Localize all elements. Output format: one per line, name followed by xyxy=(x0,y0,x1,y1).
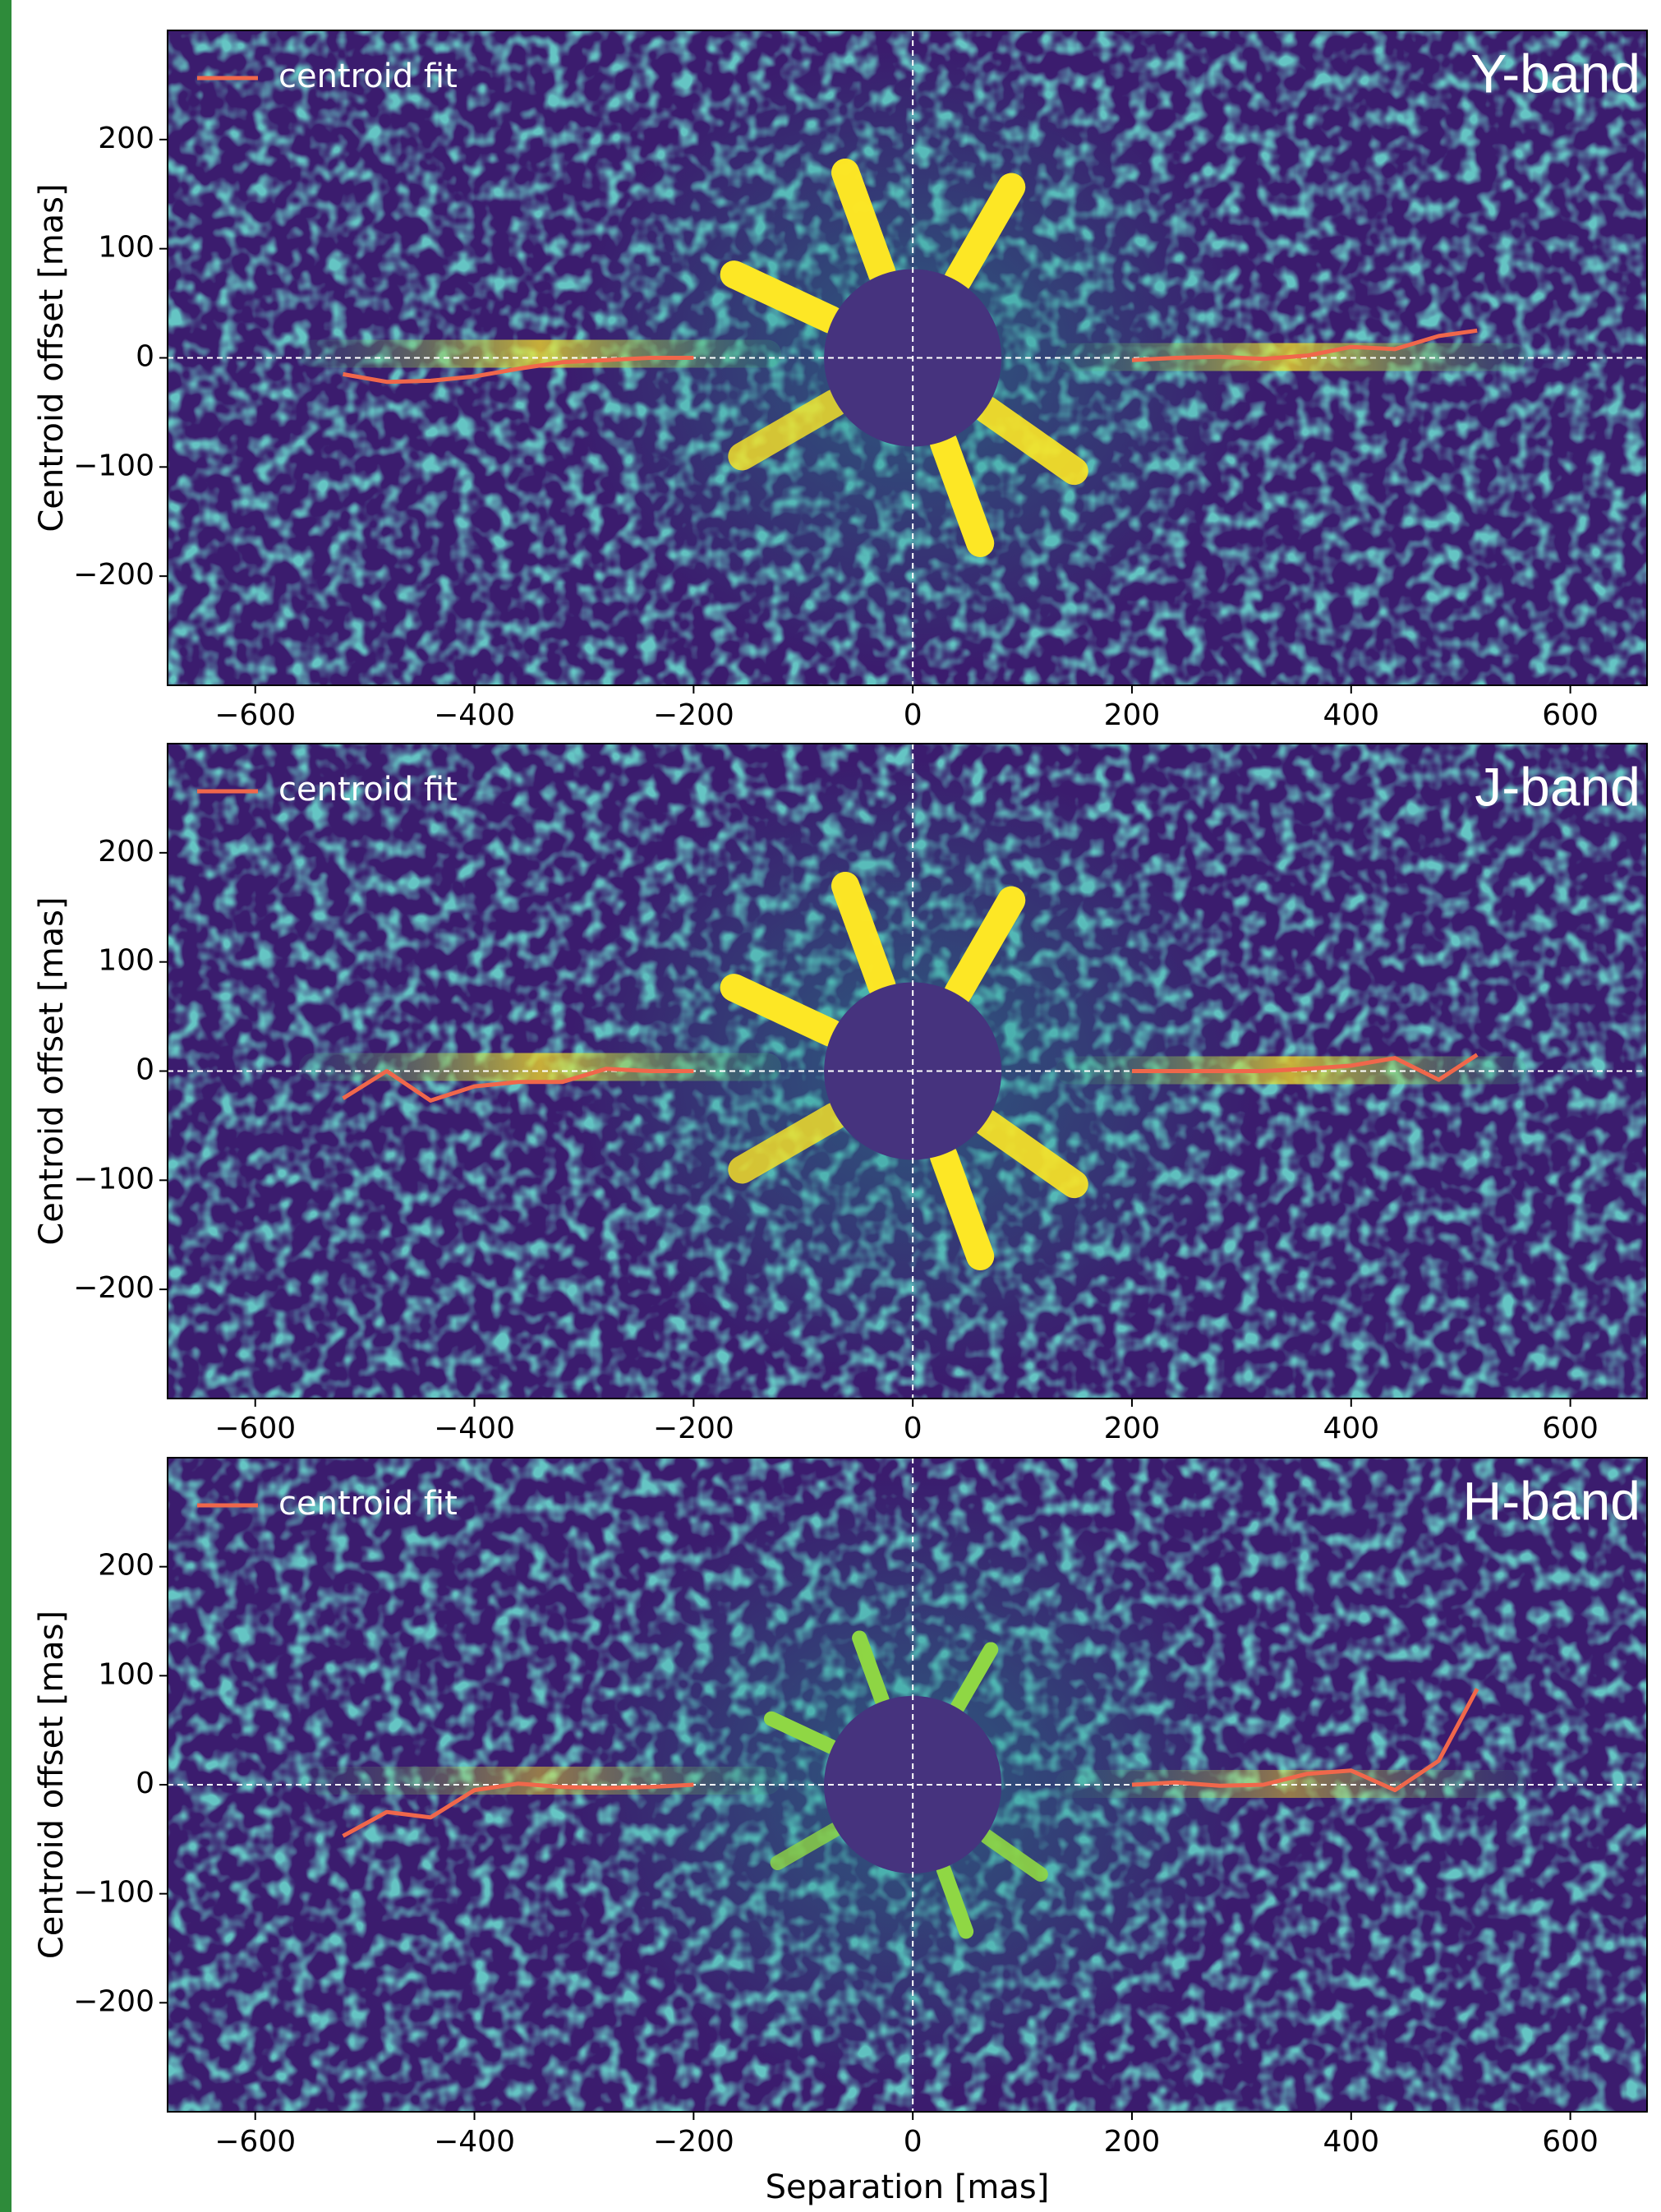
y-tick-label: −100 xyxy=(73,1876,154,1910)
y-tick-label: −100 xyxy=(73,1162,154,1196)
x-tick-label: 400 xyxy=(1323,1412,1379,1445)
y-tick-label: 200 xyxy=(98,122,154,155)
panel: −600 −400 −200 0 200 400 600 −200 −100 0 100 200 cen… xyxy=(33,744,1647,1445)
x-tick-label: −600 xyxy=(214,2125,296,2159)
page-border xyxy=(0,0,12,2212)
disk-streak xyxy=(299,1053,781,1081)
x-tick-label: 0 xyxy=(904,2125,923,2159)
y-axis-label: Centroid offset [mas] xyxy=(33,896,71,1245)
y-tick-label: 200 xyxy=(98,1549,154,1583)
x-tick-label: 200 xyxy=(1104,2125,1161,2159)
y-tick-label: 0 xyxy=(136,1767,154,1800)
x-axis-label: Separation [mas] xyxy=(766,2168,1050,2206)
y-tick-label: 100 xyxy=(98,231,154,265)
y-tick-label: 0 xyxy=(136,1053,154,1087)
x-tick-label: −400 xyxy=(434,698,515,732)
x-tick-label: −200 xyxy=(653,2125,734,2159)
x-tick-label: −200 xyxy=(653,698,734,732)
disk-streak xyxy=(299,1767,781,1795)
y-tick-label: −100 xyxy=(73,449,154,482)
x-tick-label: 600 xyxy=(1542,2125,1599,2159)
legend-label: centroid fit xyxy=(278,58,458,95)
x-tick-label: 0 xyxy=(904,1412,923,1445)
y-tick-label: −200 xyxy=(73,558,154,592)
panel-label: Y-band xyxy=(1470,43,1640,104)
page: {"chart_data": [ {"type": "line", "panel… xyxy=(0,0,1661,2212)
y-tick-label: 100 xyxy=(98,944,154,978)
x-tick-label: −400 xyxy=(434,2125,515,2159)
x-tick-label: 600 xyxy=(1542,698,1599,732)
y-tick-label: 200 xyxy=(98,835,154,869)
x-tick-label: 600 xyxy=(1542,1412,1599,1445)
y-tick-label: −200 xyxy=(73,1984,154,2018)
x-tick-label: 400 xyxy=(1323,698,1379,732)
x-tick-label: 400 xyxy=(1323,2125,1379,2159)
x-tick-label: −600 xyxy=(214,1412,296,1445)
x-tick-label: −600 xyxy=(214,698,296,732)
x-tick-label: 200 xyxy=(1104,1412,1161,1445)
y-tick-label: 0 xyxy=(136,340,154,374)
y-tick-label: −200 xyxy=(73,1271,154,1305)
panel-label: J-band xyxy=(1475,756,1640,817)
y-tick-label: 100 xyxy=(98,1657,154,1691)
x-tick-label: −200 xyxy=(653,1412,734,1445)
legend-label: centroid fit xyxy=(278,771,458,809)
x-tick-label: 200 xyxy=(1104,698,1161,732)
y-axis-label: Centroid offset [mas] xyxy=(33,183,71,532)
x-tick-label: −400 xyxy=(434,1412,515,1445)
legend-label: centroid fit xyxy=(278,1485,458,1523)
x-tick-label: 0 xyxy=(904,698,923,732)
panel-label: H-band xyxy=(1463,1470,1640,1531)
figure: −600 −400 −200 0 200 400 600 −200 −100 0 100 200 cen… xyxy=(0,0,1661,2212)
y-axis-label: Centroid offset [mas] xyxy=(33,1611,71,1959)
panel: −600 −400 −200 0 200 400 600 −200 −100 0 100 200 cen… xyxy=(33,1458,1647,2206)
panel: −600 −400 −200 0 200 400 600 −200 −100 0 100 200 cen… xyxy=(33,30,1647,732)
